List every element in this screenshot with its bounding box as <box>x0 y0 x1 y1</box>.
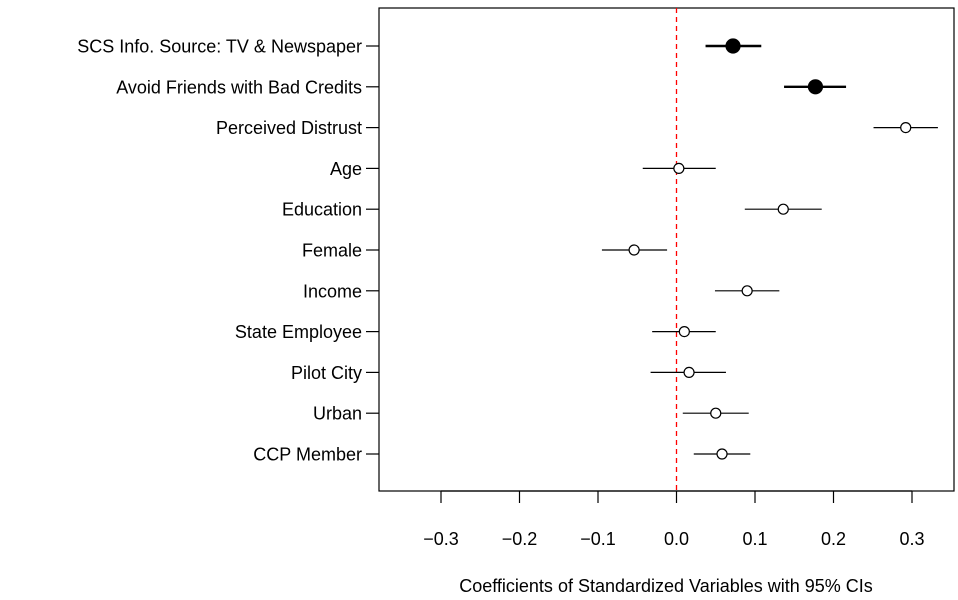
point-estimate <box>673 162 685 174</box>
point-estimate <box>807 79 824 95</box>
x-tick-label: 0.0 <box>664 529 689 549</box>
point-estimate <box>710 407 722 419</box>
point-estimate <box>716 448 728 460</box>
x-tick-label: 0.2 <box>821 529 846 549</box>
y-tick-label: SCS Info. Source: TV & Newspaper <box>77 37 362 57</box>
x-tick-label: −0.2 <box>502 529 538 549</box>
point-estimate <box>900 121 912 134</box>
x-tick-label: −0.1 <box>580 529 616 549</box>
y-tick-label: Pilot City <box>291 363 362 383</box>
y-tick-label: Education <box>282 200 362 220</box>
x-tick-label: 0.1 <box>742 529 767 549</box>
point-estimate <box>678 326 690 338</box>
point-estimate <box>628 244 640 256</box>
y-tick-label: Avoid Friends with Bad Credits <box>116 77 362 97</box>
x-axis-label: Coefficients of Standardized Variables w… <box>459 576 873 596</box>
y-tick-label: CCP Member <box>253 445 362 465</box>
y-tick-label: Income <box>303 281 362 301</box>
y-tick-label: State Employee <box>235 322 362 342</box>
y-tick-label: Urban <box>313 404 362 424</box>
point-estimate <box>725 38 741 54</box>
point-estimate <box>683 366 695 378</box>
y-tick-label: Age <box>330 159 362 179</box>
x-tick-label: 0.3 <box>899 529 924 549</box>
y-tick-label: Perceived Distrust <box>216 118 362 138</box>
x-tick-label: −0.3 <box>423 529 459 549</box>
y-tick-label: Female <box>302 241 362 261</box>
point-estimate <box>777 203 789 215</box>
point-estimate <box>741 285 753 297</box>
